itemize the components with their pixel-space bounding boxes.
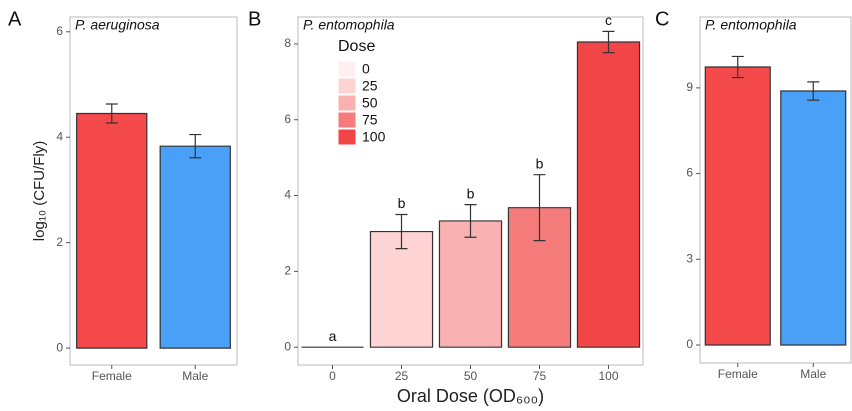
x-tick-label: Female: [92, 369, 132, 383]
legend-label: 100: [362, 129, 386, 145]
y-tick-label: 6: [284, 112, 291, 126]
bar: [576, 41, 641, 348]
bar: [507, 207, 572, 348]
legend-label: 0: [362, 61, 370, 77]
bar: [76, 112, 148, 349]
y-tick-label: 4: [56, 129, 63, 143]
y-tick-label: 9: [686, 80, 693, 94]
x-tick-label: 100: [598, 369, 618, 383]
x-axis-label: Oral Dose (OD₆₀₀): [397, 386, 544, 406]
panel-frame: [699, 16, 852, 364]
error-bar: [395, 213, 408, 250]
x-tick-label: Male: [182, 369, 208, 383]
panel-title: P. entomophila: [705, 17, 797, 33]
legend-label: 50: [362, 95, 378, 111]
legend-label: 25: [362, 78, 378, 94]
legend-swatch: [337, 111, 357, 129]
y-tick-label: 3: [686, 251, 693, 265]
y-tick-label: 6: [686, 166, 693, 180]
significance-letter: a: [329, 328, 337, 344]
legend-swatch: [337, 128, 357, 146]
error-bar: [105, 103, 118, 124]
legend-swatch: [337, 77, 357, 95]
y-axis-label: log₁₀ (CFU/Fly): [31, 141, 48, 241]
x-tick-label: 25: [395, 369, 409, 383]
error-bar: [731, 55, 744, 79]
y-tick-label: 8: [284, 36, 291, 50]
error-bar: [189, 133, 202, 159]
y-tick-label: 2: [284, 264, 291, 278]
bar: [159, 145, 231, 349]
bar: [438, 220, 503, 348]
bar: [369, 230, 434, 348]
error-bar: [464, 204, 477, 238]
x-tick-label: Female: [718, 367, 758, 381]
x-tick-label: Male: [800, 367, 826, 381]
panel-letter: B: [248, 8, 261, 30]
y-tick-label: 2: [56, 235, 63, 249]
panel-title: P. entomophila: [303, 17, 395, 33]
y-tick-label: 4: [284, 188, 291, 202]
error-bar: [533, 174, 546, 242]
y-tick-label: 0: [284, 339, 291, 353]
x-tick-label: 0: [329, 369, 336, 383]
y-tick-label: 0: [686, 337, 693, 351]
significance-letter: b: [536, 155, 544, 171]
significance-letter: b: [398, 195, 406, 211]
error-bar: [602, 30, 615, 54]
legend-label: 75: [362, 112, 378, 128]
bar: [780, 90, 847, 346]
panel-letter: A: [8, 8, 22, 30]
legend-swatch: [337, 94, 357, 112]
x-tick-label: 75: [533, 369, 547, 383]
bar: [704, 66, 771, 346]
x-tick-label: 50: [464, 369, 478, 383]
y-tick-label: 6: [56, 24, 63, 38]
legend-swatch: [337, 60, 357, 78]
panel-letter: C: [655, 8, 669, 30]
significance-letter: b: [467, 185, 475, 201]
panel-frame: [69, 16, 238, 366]
legend-title: Dose: [338, 38, 375, 55]
y-tick-label: 0: [56, 340, 63, 354]
panel-title: P. aeruginosa: [75, 17, 160, 33]
error-bar: [807, 81, 820, 101]
significance-letter: c: [605, 12, 612, 28]
